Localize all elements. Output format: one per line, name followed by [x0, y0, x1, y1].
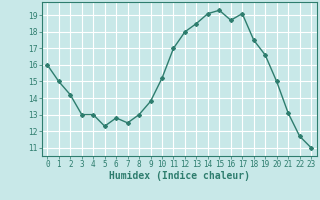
- X-axis label: Humidex (Indice chaleur): Humidex (Indice chaleur): [109, 171, 250, 181]
